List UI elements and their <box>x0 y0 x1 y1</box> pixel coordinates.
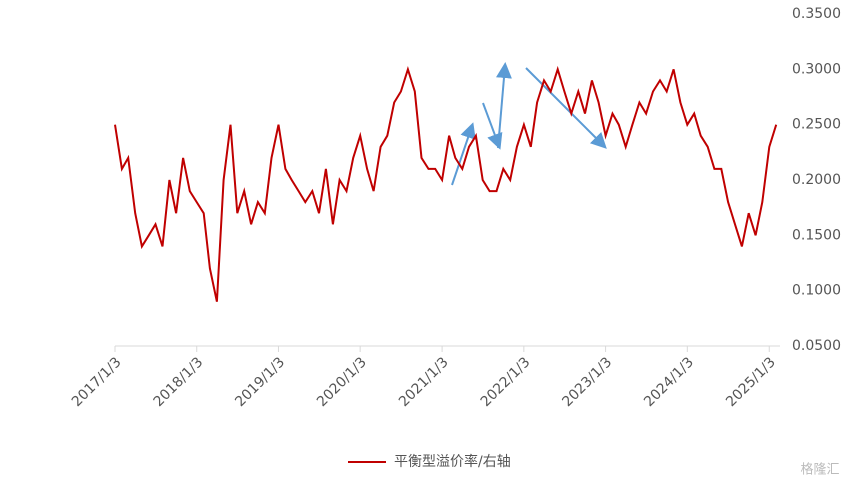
x-tick-label: 2019/1/3 <box>232 354 288 410</box>
x-tick-label: 2021/1/3 <box>396 354 452 410</box>
y2-tick-label: 0.3000 <box>792 61 841 77</box>
y2-tick-label: 0.2000 <box>792 172 841 188</box>
arrow <box>525 67 607 149</box>
arrow <box>496 62 512 149</box>
arrow <box>482 102 503 150</box>
y2-tick-label: 0.1500 <box>792 227 841 243</box>
watermark: 格隆汇 <box>800 462 839 478</box>
annotation-arrows <box>451 62 607 186</box>
x-tick-label: 2017/1/3 <box>69 354 125 410</box>
y2-tick-label: 0.2500 <box>792 117 841 133</box>
y2-tick-label: 0.1000 <box>792 283 841 299</box>
x-tick-label: 2024/1/3 <box>641 354 697 410</box>
x-tick-label: 2020/1/3 <box>314 354 370 410</box>
legend-label: 平衡型溢价率/右轴 <box>394 453 511 470</box>
arrow <box>451 122 476 186</box>
x-tick-label: 2018/1/3 <box>151 354 207 410</box>
x-tick-label: 2023/1/3 <box>559 354 615 410</box>
x-tick-label: 2025/1/3 <box>723 354 779 410</box>
y2-tick-label: 0.3500 <box>792 6 841 22</box>
data-line <box>114 65 778 302</box>
x-tick-label: 2022/1/3 <box>478 354 534 410</box>
y2-tick-label: 0.0500 <box>792 338 841 354</box>
